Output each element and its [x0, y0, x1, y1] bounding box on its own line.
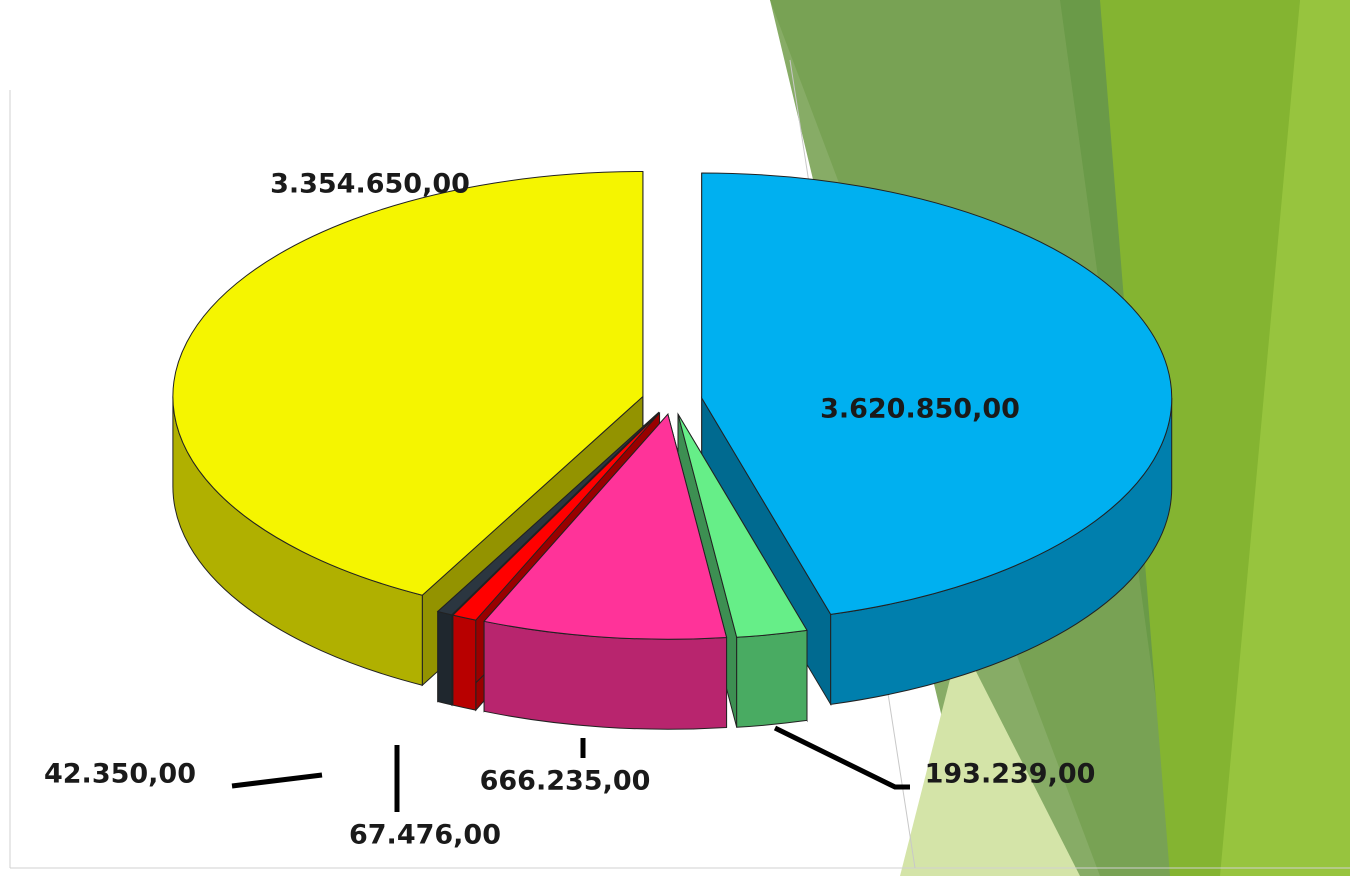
slice-top	[483, 413, 728, 640]
slice-top	[677, 413, 808, 638]
slice-top	[701, 172, 1173, 615]
slice-top	[451, 412, 660, 621]
data-label: 193.239,00	[925, 759, 1096, 790]
pie	[172, 171, 1173, 730]
deco-shape	[900, 640, 1080, 876]
data-label: 3.354.650,00	[270, 169, 470, 200]
slice-side	[437, 610, 453, 706]
slice-top	[436, 412, 659, 616]
data-label: 3.620.850,00	[820, 394, 1020, 425]
data-label: 67.476,00	[349, 820, 501, 851]
data-label: 666.235,00	[480, 766, 651, 797]
deco-shape	[1220, 0, 1350, 876]
labels: 3.620.850,00 193.239,00 666.235,00 67.476,0…	[44, 169, 1095, 851]
data-label: 42.350,00	[44, 759, 196, 790]
slice-top	[172, 171, 644, 596]
slice-side	[452, 614, 477, 711]
leader-line	[231, 772, 323, 789]
slice-side	[736, 629, 808, 728]
leader-line	[773, 725, 910, 790]
